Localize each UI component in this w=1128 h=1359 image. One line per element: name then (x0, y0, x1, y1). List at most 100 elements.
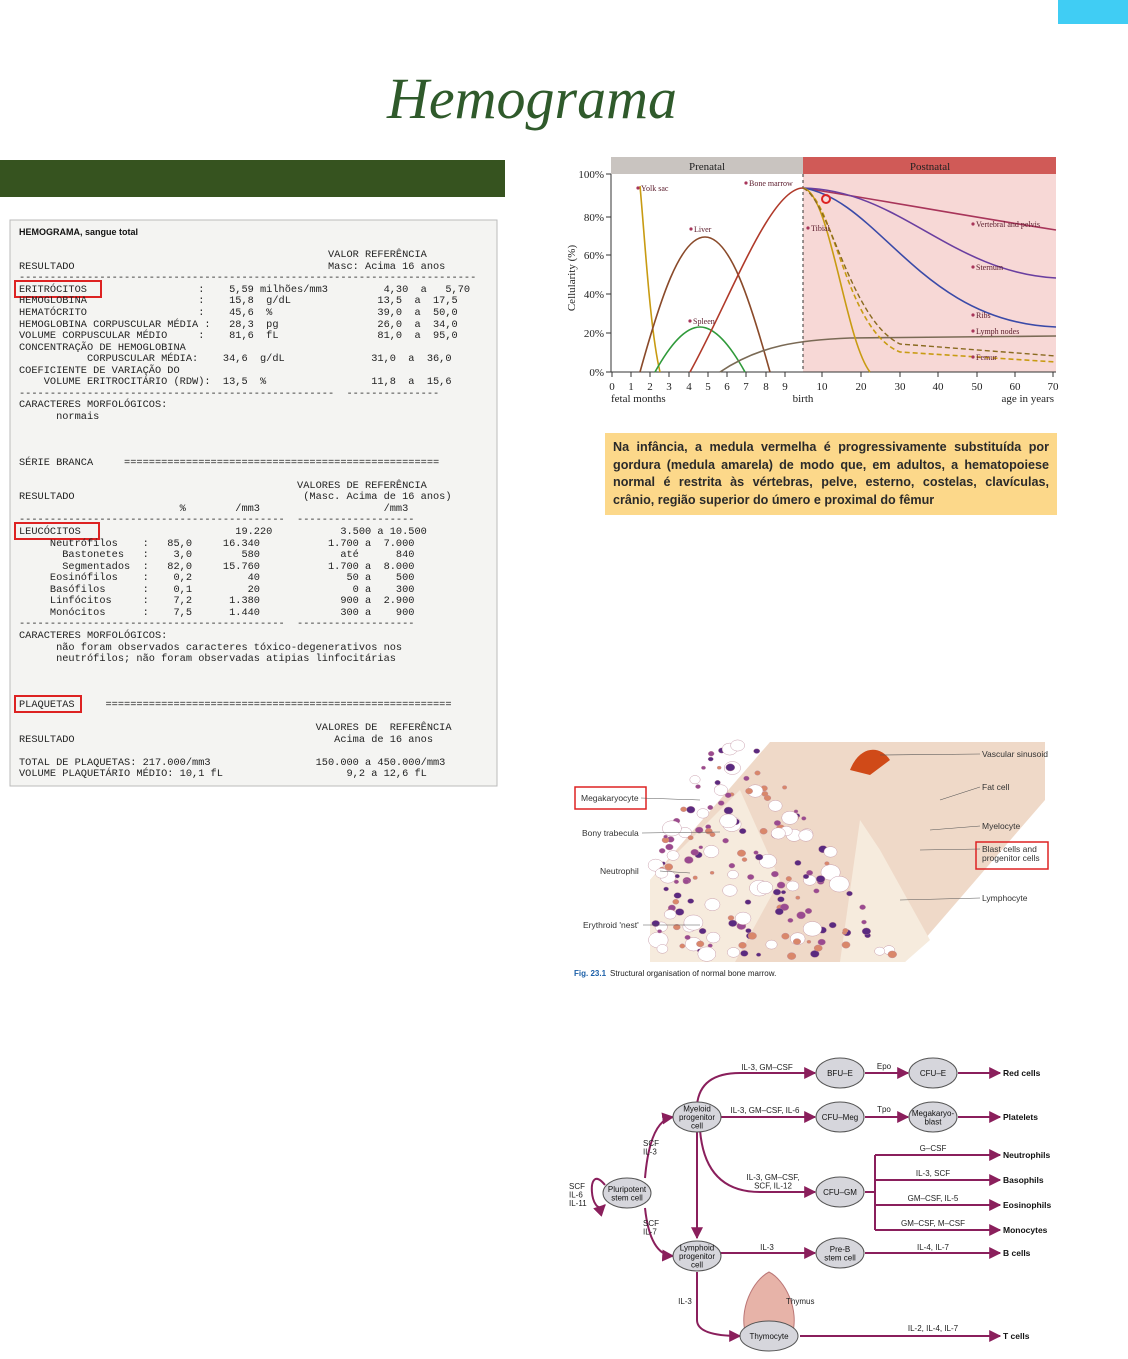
report-frame (9, 219, 498, 787)
caption-number: Fig. 23.1 (574, 969, 607, 978)
cell (682, 878, 690, 885)
cell (802, 874, 810, 880)
highlight-box (975, 841, 1049, 870)
output-label: Basophils (1003, 1175, 1044, 1185)
factor-label: SCF, IL-12 (754, 1182, 792, 1191)
cell (813, 944, 823, 952)
cell (708, 751, 715, 757)
arrow (696, 1272, 742, 1342)
cell (796, 911, 806, 920)
y-tick-label: 60% (584, 250, 604, 262)
cell-node (672, 1240, 722, 1272)
section-bar (0, 160, 505, 197)
node-label: Thymocyte (749, 1332, 789, 1341)
report-line: CONCENTRAÇÃO DE HEMOGLOBINA (19, 341, 187, 354)
report-line: CARACTERES MORFOLÓGICOS: (19, 628, 167, 642)
report-line: Bastonetes : 3,0 580 até 840 (19, 549, 414, 561)
cell (684, 856, 694, 864)
cell (861, 919, 867, 925)
node-label: CFU–E (920, 1069, 946, 1078)
cell (793, 938, 802, 945)
report-line: ----------------------------------------… (19, 514, 414, 526)
cell (690, 849, 699, 856)
cell (728, 863, 736, 869)
curve (639, 185, 661, 373)
cell (768, 800, 783, 812)
cell (787, 918, 794, 923)
cell (707, 805, 714, 810)
cell (842, 928, 849, 933)
factor-label: IL-11 (569, 1199, 587, 1208)
curve (802, 187, 1057, 357)
x-tick-label: 70 (1048, 381, 1060, 393)
report-line: LEUCÓCITOS 19.220 3.500 a 10.500 (19, 524, 427, 538)
cell (798, 829, 814, 842)
cell (803, 921, 822, 937)
report-line: HEMOGLOBINA : 15,8 g/dL 13,5 a 17,5 (19, 295, 458, 307)
cell (701, 765, 706, 770)
report-line: % /mm3 /mm3 (19, 503, 408, 515)
cell (756, 952, 762, 957)
cell (754, 770, 761, 776)
x-tick-label: 5 (705, 381, 711, 393)
curve-label: Tibial (811, 224, 831, 233)
curve-label: Bone marrow (749, 179, 793, 188)
node-label: stem cell (824, 1253, 856, 1262)
label-dot (744, 181, 748, 185)
output-label: Eosinophils (1003, 1200, 1051, 1210)
leader-line (899, 897, 981, 901)
node-label: Pre-B (830, 1245, 850, 1254)
report-line: Basófilos : 0,1 20 0 a 300 (19, 584, 414, 596)
report-line: COEFICIENTE DE VARIAÇÃO DO (19, 364, 180, 377)
cell (695, 826, 704, 834)
report-line: ----------------------------------------… (19, 388, 439, 400)
label-dot (971, 329, 975, 333)
report-line: SÉRIE BRANCA ===========================… (19, 455, 439, 469)
label-dot (636, 186, 640, 190)
leader-line (659, 870, 691, 874)
cell-node (908, 1057, 958, 1089)
report-line: VOLUME ERITROCITÁRIO (RDW): 13,5 % 11,8 … (19, 374, 452, 388)
prenatal-band (611, 157, 803, 174)
label-dot (971, 222, 975, 226)
cell (674, 874, 680, 879)
report-line: ----------------------------------------… (19, 272, 476, 284)
figure-label: Bony trabecula (582, 828, 639, 838)
curve-label: Yolk sac (641, 184, 669, 193)
x-tick-label: 7 (743, 381, 749, 393)
label-dot (971, 313, 975, 317)
cell (718, 800, 725, 806)
cell (824, 861, 830, 866)
cell (744, 899, 752, 905)
curve-label: Sternum (976, 263, 1004, 272)
cell (723, 806, 734, 815)
report-heading: HEMOGRAMA, sangue total (19, 227, 138, 237)
cell (675, 908, 685, 916)
cell (841, 941, 851, 949)
factor-label: Tpo (877, 1105, 891, 1114)
cell (829, 875, 850, 893)
cell (696, 940, 705, 948)
curve (639, 236, 771, 373)
report-line: HEMOGLOBINA CORPUSCULAR MÉDIA : 28,3 pg … (19, 317, 458, 331)
corner-tab (1058, 0, 1128, 24)
figure-label: Neutrophil (600, 866, 639, 876)
report-line: ----------------------------------------… (19, 618, 414, 630)
output-label: Neutrophils (1003, 1150, 1050, 1160)
x-tick-label: 40 (933, 381, 945, 393)
cell (859, 904, 866, 910)
figure-label: Myelocyte (982, 821, 1021, 831)
cell (665, 843, 674, 851)
cell (719, 813, 738, 829)
factor-label: IL-3, GM–CSF, (747, 1173, 800, 1182)
highlight-box (14, 280, 102, 298)
vascular-sinusoid (850, 749, 890, 775)
report-line: RESULTADO Acima de 16 anos (19, 734, 433, 746)
cell (703, 845, 720, 858)
x-tick-label: 9 (782, 381, 788, 393)
report-line: CORPUSCULAR MÉDIA: 34,6 g/dL 31,0 a 36,0 (19, 351, 452, 365)
cell (673, 924, 681, 931)
cell (773, 888, 782, 896)
label-dot (689, 227, 693, 231)
